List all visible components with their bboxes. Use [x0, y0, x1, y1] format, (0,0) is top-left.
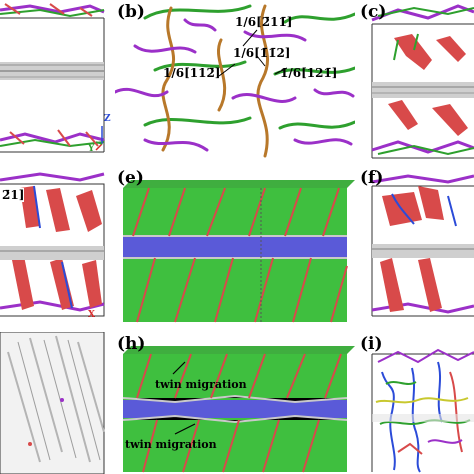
panel-c-label: (c): [360, 2, 387, 22]
panel-i-image: [358, 332, 474, 474]
burgers-label-right: 1/6[121̄]: [280, 66, 338, 80]
panel-e: (e): [115, 166, 355, 326]
panel-c: (c): [358, 0, 474, 162]
panel-e-label: (e): [117, 168, 144, 188]
burgers-label-top: 1/6[2̄11̄]: [235, 15, 293, 29]
panel-f: (f): [358, 166, 474, 326]
axis-y-label-a: Y: [88, 144, 95, 154]
burgers-label-mid: 1/6[1̄1̄2]: [233, 46, 291, 60]
panel-f-image: [358, 166, 474, 326]
axis-x-label-d: X: [88, 310, 95, 320]
panel-g-image: [0, 332, 112, 474]
panel-h-image: [115, 332, 355, 474]
panel-b: 1/6[2̄11̄] 1/6[1̄1̄2] 1/6[112̄] 1/6[121̄…: [115, 0, 355, 162]
twin-migration-label-lower: twin migration: [125, 438, 217, 451]
panel-i-label: (i): [360, 334, 383, 354]
panel-d: 2̄1] X: [0, 166, 112, 326]
panel-e-image: [115, 166, 355, 326]
burgers-label-left: 1/6[112̄]: [163, 66, 221, 80]
panel-h-label: (h): [117, 334, 146, 354]
axis-z-label-a: Z: [104, 114, 111, 124]
panel-h: twin migration twin migration (h): [115, 332, 355, 474]
panel-a-image: [0, 0, 112, 162]
panel-g: [0, 332, 112, 474]
dislocation-network-image: [115, 0, 355, 162]
panel-f-label: (f): [360, 168, 384, 188]
panel-i: (i): [358, 332, 474, 474]
twin-migration-label-upper: twin migration: [155, 378, 247, 391]
burgers-label-partial: 2̄1]: [2, 188, 25, 202]
panel-a: Z Y: [0, 0, 112, 162]
panel-c-image: [358, 0, 474, 162]
panel-b-label: (b): [117, 2, 145, 22]
